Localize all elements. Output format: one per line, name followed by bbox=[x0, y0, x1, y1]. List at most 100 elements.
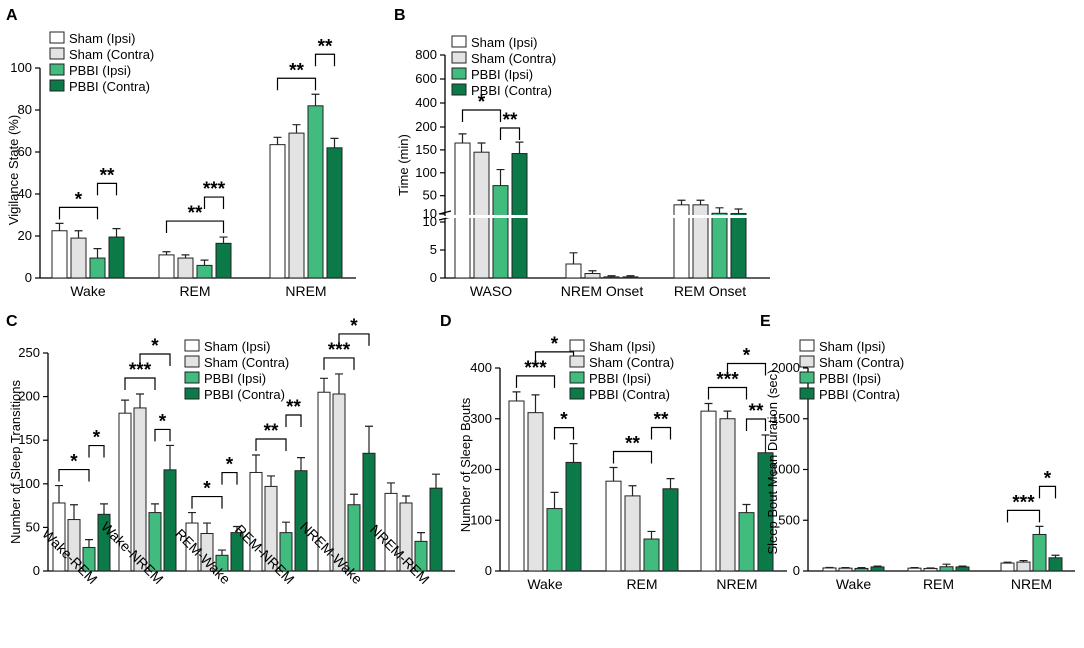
bar bbox=[565, 263, 582, 279]
bracket-line bbox=[285, 414, 302, 428]
significance-bracket: *** bbox=[203, 179, 226, 210]
y-tick-label: 10 bbox=[423, 206, 437, 221]
error-bar bbox=[715, 207, 724, 214]
significance-stars: * bbox=[75, 189, 83, 210]
legend-label: Sham (Contra) bbox=[204, 355, 289, 370]
legend-swatch bbox=[451, 83, 467, 96]
legend-swatch bbox=[49, 31, 65, 44]
significance-bracket: * bbox=[58, 452, 90, 482]
bracket-line bbox=[58, 468, 90, 482]
y-tick-label: 100 bbox=[470, 512, 492, 527]
y-tick-label: 60 bbox=[18, 144, 32, 159]
legend-swatch bbox=[184, 355, 200, 368]
error-bar bbox=[857, 567, 866, 569]
y-axis-label: Number of Sleep Bouts bbox=[458, 397, 473, 532]
error-bar bbox=[696, 199, 705, 205]
error-bar bbox=[365, 425, 373, 454]
significance-bracket: ** bbox=[276, 60, 317, 91]
error-bar bbox=[292, 124, 301, 134]
error-bar bbox=[531, 394, 540, 413]
significance-bracket: *** bbox=[515, 358, 556, 388]
error-bar bbox=[677, 199, 686, 205]
significance-stars: * bbox=[203, 479, 211, 500]
legend-label: Sham (Contra) bbox=[69, 47, 154, 62]
legend-swatch bbox=[49, 79, 65, 92]
error-bar bbox=[1019, 559, 1028, 563]
error-bar bbox=[181, 254, 190, 259]
error-bar bbox=[1051, 554, 1060, 558]
y-tick-label: 40 bbox=[18, 186, 32, 201]
legend-swatch bbox=[799, 387, 815, 400]
bar bbox=[838, 567, 853, 572]
bar bbox=[177, 257, 194, 279]
significance-bracket: * bbox=[553, 410, 575, 440]
error-bar bbox=[70, 504, 78, 520]
y-tick-label: 0 bbox=[25, 270, 32, 285]
significance-bracket: ** bbox=[612, 433, 653, 464]
bar bbox=[584, 273, 601, 279]
error-bar bbox=[588, 270, 597, 274]
significance-stars: ** bbox=[749, 401, 764, 422]
significance-stars: * bbox=[560, 410, 568, 431]
bracket-line bbox=[58, 206, 99, 220]
error-bar bbox=[273, 136, 282, 145]
significance-stars: ** bbox=[654, 409, 669, 430]
bar bbox=[326, 147, 343, 279]
bracket-line bbox=[612, 450, 653, 464]
y-tick-label: 0 bbox=[793, 563, 800, 578]
bracket-line bbox=[255, 438, 287, 452]
legend-label: PBBI (Ipsi) bbox=[589, 371, 651, 386]
bracket-line bbox=[165, 220, 225, 234]
error-bar bbox=[723, 410, 732, 419]
y-tick-label: 0 bbox=[485, 563, 492, 578]
error-bar bbox=[569, 252, 578, 264]
significance-stars: * bbox=[551, 334, 559, 355]
legend-swatch bbox=[49, 47, 65, 60]
legend-label: Sham (Ipsi) bbox=[589, 339, 655, 354]
x-category-label: NREM bbox=[716, 576, 757, 592]
legend-label: PBBI (Contra) bbox=[819, 387, 900, 402]
bar bbox=[1000, 562, 1015, 572]
legend-swatch bbox=[451, 51, 467, 64]
bar bbox=[738, 512, 755, 572]
significance-bracket: *** bbox=[323, 340, 355, 370]
y-tick-label: 200 bbox=[415, 119, 437, 134]
significance-stars: *** bbox=[716, 370, 739, 391]
x-category-label: NREM bbox=[1011, 576, 1052, 592]
bar bbox=[215, 242, 232, 279]
bar bbox=[923, 567, 938, 572]
error-bar bbox=[666, 478, 675, 489]
significance-stars: * bbox=[350, 316, 358, 337]
bracket-line bbox=[191, 495, 223, 509]
error-bar bbox=[910, 567, 919, 569]
significance-bracket: * bbox=[1038, 468, 1057, 499]
error-bar bbox=[74, 230, 83, 239]
x-category-label: Wake bbox=[836, 576, 871, 592]
error-bar bbox=[93, 248, 102, 259]
y-tick-label: 1500 bbox=[771, 411, 800, 426]
error-bar bbox=[1035, 525, 1044, 535]
x-category-label: Wake bbox=[70, 283, 105, 299]
legend-label: PBBI (Ipsi) bbox=[819, 371, 881, 386]
error-bar bbox=[825, 566, 834, 569]
error-bar bbox=[320, 377, 328, 393]
significance-stars: * bbox=[226, 455, 234, 476]
error-bar bbox=[569, 443, 578, 463]
bracket-line bbox=[515, 375, 556, 388]
x-category-label: REM bbox=[923, 576, 954, 592]
bracket-line bbox=[96, 182, 118, 196]
bar bbox=[51, 230, 68, 279]
bar bbox=[854, 567, 869, 572]
significance-bracket: * bbox=[338, 316, 370, 346]
legend-swatch bbox=[569, 339, 585, 352]
significance-bracket: ** bbox=[499, 110, 521, 140]
bar bbox=[719, 418, 736, 572]
error-bar bbox=[200, 259, 209, 266]
y-tick-label: 80 bbox=[18, 102, 32, 117]
y-axis-label: Vigilance State (%) bbox=[6, 115, 21, 225]
bar bbox=[508, 400, 525, 572]
bracket-line bbox=[124, 377, 156, 390]
bracket-line bbox=[726, 362, 767, 376]
y-tick-label: 0 bbox=[33, 563, 40, 578]
significance-bracket: * bbox=[58, 189, 99, 220]
